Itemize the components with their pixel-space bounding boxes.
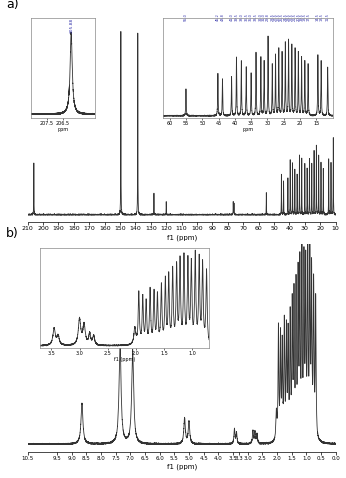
X-axis label: f1 (ppm): f1 (ppm) bbox=[166, 234, 197, 241]
Text: a): a) bbox=[6, 0, 19, 11]
Text: b): b) bbox=[6, 227, 19, 240]
X-axis label: f1 (ppm): f1 (ppm) bbox=[166, 464, 197, 470]
